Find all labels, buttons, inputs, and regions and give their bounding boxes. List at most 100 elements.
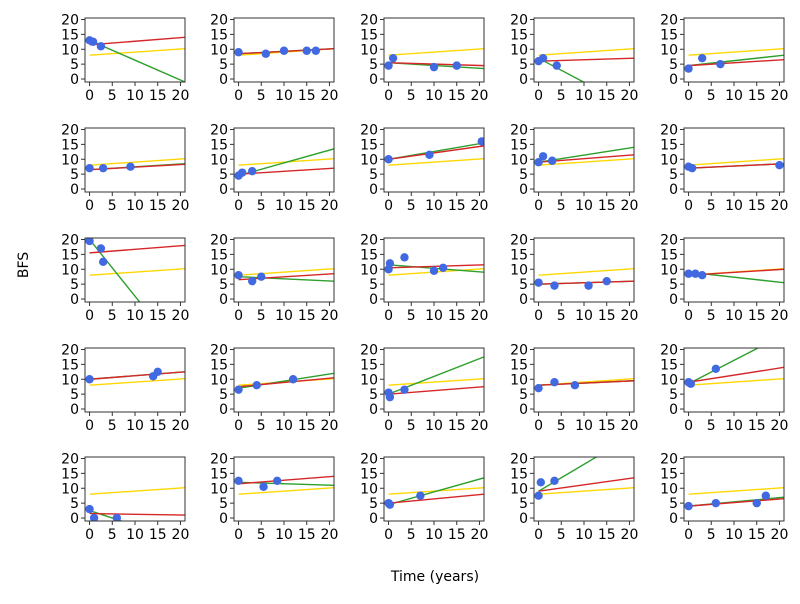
panel-3-5-plot-area bbox=[684, 267, 784, 284]
panel-3-5-x-tick-label-15: 15 bbox=[748, 308, 766, 324]
panel-2-1-point-2 bbox=[98, 163, 108, 173]
panel-1-2-x-tick-label-15: 15 bbox=[298, 88, 316, 104]
panel-5-2-plot-area bbox=[234, 475, 334, 495]
panel-4-5-x-tick-label-0: 0 bbox=[684, 418, 693, 434]
panel-4-4-y-tick-label-10: 10 bbox=[510, 372, 528, 388]
panel-4-3-y-tick-label-15: 15 bbox=[360, 357, 378, 373]
panel-4-5-y-tick-label-0: 0 bbox=[669, 402, 678, 418]
panel-4-1-y-tick-label-10: 10 bbox=[61, 372, 79, 388]
panel-2-2-x-tick-label-5: 5 bbox=[257, 198, 266, 214]
panel-5-3-x-tick-label-5: 5 bbox=[407, 527, 416, 543]
panel-3-1-reference-line bbox=[89, 267, 185, 276]
panel-5-3-y-tick-label-0: 0 bbox=[369, 511, 378, 527]
panel-5-5-y-tick-label-15: 15 bbox=[660, 466, 678, 482]
panel-4-3-x-tick-label-20: 20 bbox=[471, 418, 489, 434]
panel-1-4-y-tick-label-20: 20 bbox=[510, 12, 528, 28]
panel-3-4-plot-area bbox=[534, 267, 634, 290]
panel-3-5-point-3 bbox=[697, 271, 707, 280]
panel-3-3-y-tick-label-10: 10 bbox=[360, 262, 378, 278]
panel-2-1-y-tick-label-20: 20 bbox=[61, 122, 79, 138]
panel-5-4-x-tick-label-20: 20 bbox=[621, 527, 639, 543]
panel-1-4-x-tick-label-5: 5 bbox=[557, 88, 566, 104]
panel-4-3-y-tick-label-20: 20 bbox=[360, 342, 378, 358]
panel-4-5-point-2 bbox=[686, 379, 696, 388]
panel-3-4-x-tick-label-5: 5 bbox=[557, 308, 566, 324]
panel-3-3-x-tick-label-10: 10 bbox=[425, 308, 443, 324]
panel-3-1-y-tick-label-0: 0 bbox=[70, 292, 79, 308]
panel-5-2-y-tick-label-15: 15 bbox=[210, 466, 228, 482]
panel-4-1-x-tick-label-0: 0 bbox=[85, 418, 94, 434]
panel-5-1-point-1 bbox=[85, 504, 94, 514]
panel-3-3-point-4 bbox=[429, 266, 439, 275]
panel-1-1-y-tick-label-15: 15 bbox=[61, 27, 79, 43]
panel-1-5-x-tick-label-10: 10 bbox=[725, 88, 743, 104]
panel-4-3-x-tick-label-10: 10 bbox=[425, 418, 443, 434]
panel-3-1-x-tick-label-20: 20 bbox=[172, 308, 190, 324]
panel-3-1-red-line bbox=[89, 244, 185, 254]
panel-1-1-y-tick-label-10: 10 bbox=[61, 42, 79, 58]
panel-2-1-x-tick-label-15: 15 bbox=[149, 198, 167, 214]
panel-2-2-y-tick-label-0: 0 bbox=[219, 182, 228, 198]
panel-5-1-x-tick-label-15: 15 bbox=[149, 527, 167, 543]
panel-5-1-point-3 bbox=[112, 513, 122, 521]
panel-3-2-point-3 bbox=[257, 272, 266, 281]
panel-1-3-plot-area bbox=[384, 47, 484, 72]
panel-4-2-point-2 bbox=[252, 381, 261, 390]
panel-5-3-plot-area bbox=[384, 477, 484, 509]
panel-4-1-y-tick-label-20: 20 bbox=[61, 342, 79, 358]
panel-1-5-red-line bbox=[688, 58, 784, 67]
panel-3-2-x-tick-label-10: 10 bbox=[275, 308, 293, 324]
panel-1-3-x-tick-label-20: 20 bbox=[471, 88, 489, 104]
panel-5-4-x-tick-label-5: 5 bbox=[557, 527, 566, 543]
panel-4-2-plot-area bbox=[234, 372, 334, 394]
panel-2-4-x-tick-label-5: 5 bbox=[557, 198, 566, 214]
panel-3-4-x-tick-label-20: 20 bbox=[621, 308, 639, 324]
panel-5-2-point-1 bbox=[234, 476, 243, 486]
panel-3-4-y-tick-label-15: 15 bbox=[510, 247, 528, 263]
panel-3-2-reference-line bbox=[238, 267, 334, 276]
panel-5-2-point-3 bbox=[272, 476, 282, 486]
panel-3-1-point-3 bbox=[98, 257, 108, 267]
panel-1-1-green-line bbox=[89, 39, 185, 82]
panel-3-3-point-3 bbox=[400, 253, 409, 262]
panel-1-1-point-2 bbox=[88, 37, 98, 47]
panel-4-5-red-line bbox=[688, 366, 784, 383]
panel-5-2-y-tick-label-0: 0 bbox=[219, 511, 228, 527]
panel-2-3-point-1 bbox=[384, 155, 393, 164]
panel-1-2-y-tick-label-0: 0 bbox=[219, 72, 228, 88]
panel-1-2-x-tick-label-5: 5 bbox=[257, 88, 266, 104]
panel-4-1-x-tick-label-10: 10 bbox=[126, 418, 144, 434]
panel-3-5-point-1 bbox=[684, 269, 693, 278]
panel-5-4-y-tick-label-5: 5 bbox=[519, 496, 528, 512]
panel-4-3-x-tick-label-15: 15 bbox=[448, 418, 466, 434]
panel-5-2-x-tick-label-0: 0 bbox=[234, 527, 243, 543]
panel-1-1-y-tick-label-20: 20 bbox=[61, 12, 79, 28]
panel-2-4-y-tick-label-10: 10 bbox=[510, 152, 528, 168]
panel-2-1-x-tick-label-5: 5 bbox=[108, 198, 117, 214]
panel-4-2-y-tick-label-15: 15 bbox=[210, 357, 228, 373]
panel-1-4-y-tick-label-15: 15 bbox=[510, 27, 528, 43]
panel-5-1-x-tick-label-5: 5 bbox=[108, 527, 117, 543]
panel-5-5-x-tick-label-0: 0 bbox=[684, 527, 693, 543]
panel-2-1-y-tick-label-15: 15 bbox=[61, 137, 79, 153]
panel-1-2-y-tick-label-15: 15 bbox=[210, 27, 228, 43]
panel-5-5-y-tick-label-10: 10 bbox=[660, 481, 678, 497]
panel-4-3-plot-area bbox=[384, 356, 484, 402]
panel-5-3-y-tick-label-15: 15 bbox=[360, 466, 378, 482]
panel-2-1-x-tick-label-20: 20 bbox=[172, 198, 190, 214]
panel-2-3-y-tick-label-0: 0 bbox=[369, 182, 378, 198]
panel-5-3-x-tick-label-20: 20 bbox=[471, 527, 489, 543]
panel-5-3-x-tick-label-15: 15 bbox=[448, 527, 466, 543]
panel-2-5-point-3 bbox=[775, 161, 784, 170]
panel-4-1-point-1 bbox=[85, 375, 94, 384]
panel-1-5-x-tick-label-0: 0 bbox=[684, 88, 693, 104]
panel-1-1-x-tick-label-20: 20 bbox=[172, 88, 190, 104]
